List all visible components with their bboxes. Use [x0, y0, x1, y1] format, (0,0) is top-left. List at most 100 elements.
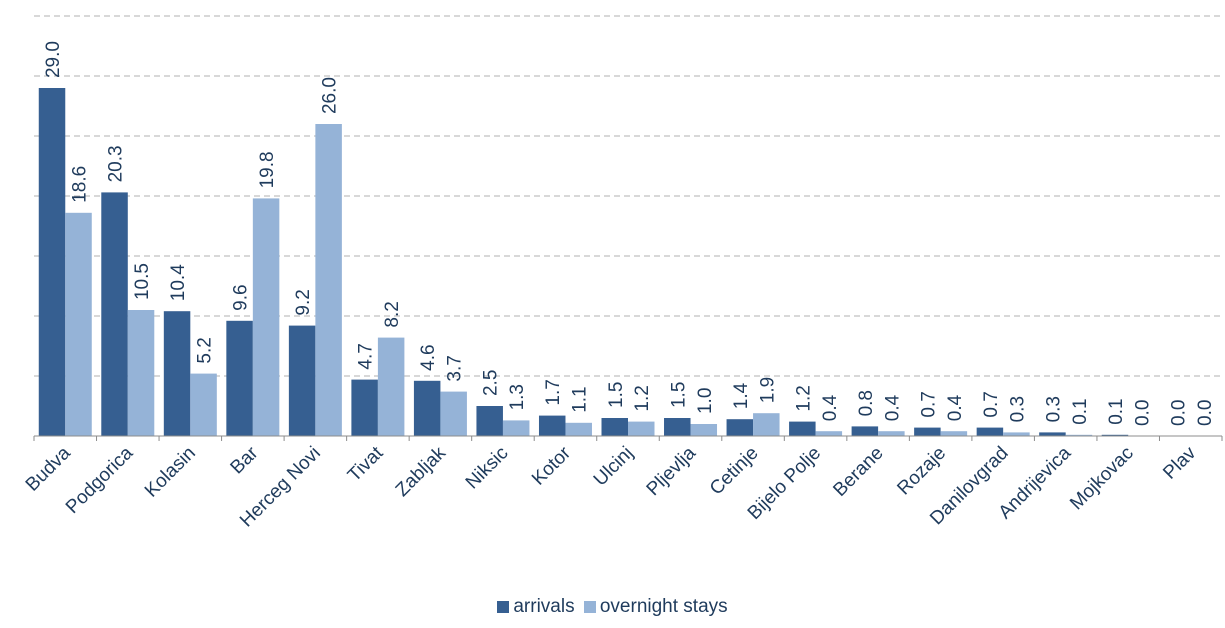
- data-label-arrivals-pljevlja: 1.5: [668, 382, 689, 408]
- data-label-arrivals-bijelo-polje: 1.2: [793, 385, 814, 411]
- x-tick-label-tivat: Tivat: [344, 442, 388, 486]
- data-label-arrivals-rozaje: 0.7: [918, 391, 939, 417]
- x-tick-label-pljevlja: Pljevlja: [643, 442, 701, 500]
- data-label-overnight-stays-kolasin: 5.2: [195, 337, 216, 363]
- x-tick-label-ulcinj: Ulcinj: [590, 443, 638, 491]
- bar-arrivals-mojkovac: [1101, 434, 1129, 436]
- data-label-arrivals-kotor: 1.7: [543, 379, 564, 405]
- data-label-arrivals-zabljak: 4.6: [418, 344, 439, 370]
- data-label-overnight-stays-tivat: 8.2: [382, 301, 403, 327]
- bar-arrivals-andrijevica: [1039, 432, 1066, 436]
- bar-overnight-stays-budva: [65, 212, 92, 436]
- bar-overnight-stays-herceg-novi: [315, 124, 342, 436]
- legend: arrivals overnight stays: [0, 596, 1225, 619]
- x-tick-label-zabljak: Zabljak: [392, 442, 451, 501]
- data-label-overnight-stays-danilovgrad: 0.3: [1007, 396, 1028, 422]
- bar-overnight-stays-bijelo-polje: [815, 431, 843, 436]
- data-label-arrivals-berane: 0.8: [856, 390, 877, 416]
- data-labels: 29.020.310.4 9.6 9.24.7 4.62.5 1.7 1.5 1.5 1.4 1…: [43, 41, 1216, 426]
- bar-arrivals-herceg-novi: [288, 325, 316, 436]
- legend-item-overnight-stays: overnight stays: [583, 596, 728, 618]
- data-label-overnight-stays-pljevlja: 1.0: [695, 388, 716, 414]
- bar-overnight-stays-podgorica: [127, 310, 155, 436]
- legend-label-overnight-stays: overnight stays: [599, 596, 728, 617]
- bar-arrivals-bijelo-polje: [789, 421, 816, 436]
- x-tick-label-plav: Plav: [1159, 442, 1200, 483]
- data-label-overnight-stays-podgorica: 10.5: [132, 263, 153, 300]
- data-label-arrivals-plav: 0.0: [1168, 400, 1189, 426]
- data-label-arrivals-tivat: 4.7: [356, 343, 377, 369]
- x-tick-label-budva: Budva: [22, 442, 75, 495]
- legend-item-arrivals: arrivals: [497, 596, 575, 618]
- bar-arrivals-kotor: [538, 415, 566, 436]
- bar-arrivals-zabljak: [413, 380, 441, 436]
- bar-overnight-stays-bar: [252, 198, 280, 436]
- x-tick-label-podgorica: Podgorica: [62, 442, 138, 518]
- data-label-arrivals-danilovgrad: 0.7: [981, 391, 1002, 417]
- legend-swatch-arrivals: [497, 601, 510, 613]
- data-label-arrivals-kolasin: 10.4: [168, 264, 189, 301]
- bar-overnight-stays-pljevlja: [690, 424, 718, 436]
- x-tick-label-rozaje: Rozaje: [893, 443, 950, 500]
- data-label-arrivals-podgorica: 20.3: [106, 145, 127, 182]
- data-label-overnight-stays-niksic: 1.3: [507, 384, 528, 410]
- bar-arrivals-cetinje: [726, 419, 754, 436]
- legend-label-arrivals: arrivals: [513, 596, 575, 617]
- data-label-arrivals-ulcinj: 1.5: [606, 382, 627, 408]
- bar-arrivals-danilovgrad: [976, 427, 1004, 436]
- bar-overnight-stays-rozaje: [940, 431, 968, 436]
- bar-overnight-stays-kolasin: [190, 373, 217, 436]
- bar-overnight-stays-kotor: [565, 422, 592, 436]
- data-label-overnight-stays-rozaje: 0.4: [945, 394, 966, 421]
- x-tick-label-bar: Bar: [227, 442, 263, 478]
- data-label-arrivals-budva: 29.0: [43, 41, 64, 78]
- legend-swatch-overnight-stays: [583, 601, 596, 613]
- bar-arrivals-kolasin: [163, 311, 191, 436]
- data-label-overnight-stays-herceg-novi: 26.0: [320, 77, 341, 114]
- x-tick-label-kotor: Kotor: [528, 442, 575, 489]
- data-label-arrivals-bar: 9.6: [231, 284, 252, 310]
- data-label-overnight-stays-andrijevica: 0.1: [1070, 398, 1091, 424]
- data-label-overnight-stays-cetinje: 1.9: [757, 377, 778, 403]
- x-tick-label-mojkovac: Mojkovac: [1066, 443, 1138, 515]
- x-tick-label-kolasin: Kolasin: [141, 443, 200, 502]
- bar-arrivals-berane: [851, 426, 879, 436]
- bar-overnight-stays-tivat: [377, 337, 405, 436]
- data-label-overnight-stays-ulcinj: 1.2: [632, 385, 653, 411]
- data-label-overnight-stays-kotor: 1.1: [570, 386, 591, 412]
- data-label-arrivals-andrijevica: 0.3: [1043, 396, 1064, 422]
- x-tick-label-berane: Berane: [829, 443, 887, 501]
- bar-arrivals-niksic: [476, 406, 503, 436]
- bars: [38, 88, 1129, 436]
- x-tick-label-niksic: Niksic: [462, 443, 513, 494]
- data-label-arrivals-cetinje: 1.4: [731, 382, 752, 409]
- bar-overnight-stays-cetinje: [753, 413, 780, 436]
- data-label-overnight-stays-mojkovac: 0.0: [1132, 400, 1153, 426]
- data-label-overnight-stays-plav: 0.0: [1195, 400, 1216, 426]
- data-label-overnight-stays-bar: 19.8: [257, 151, 278, 188]
- bar-arrivals-tivat: [351, 379, 378, 436]
- bar-overnight-stays-zabljak: [440, 391, 467, 436]
- bar-arrivals-rozaje: [914, 427, 941, 436]
- gridlines: [34, 15, 1222, 377]
- bar-arrivals-pljevlja: [664, 418, 691, 436]
- data-label-overnight-stays-berane: 0.4: [882, 394, 903, 421]
- bar-arrivals-ulcinj: [601, 418, 628, 436]
- data-label-overnight-stays-budva: 18.6: [70, 166, 91, 203]
- data-label-overnight-stays-bijelo-polje: 0.4: [820, 394, 841, 421]
- bar-overnight-stays-niksic: [502, 420, 530, 436]
- x-tick-label-cetinje: Cetinje: [706, 443, 763, 500]
- bar-arrivals-budva: [38, 88, 66, 436]
- bar-overnight-stays-berane: [878, 431, 905, 436]
- bar-arrivals-podgorica: [101, 192, 128, 436]
- data-label-overnight-stays-zabljak: 3.7: [445, 355, 466, 381]
- bar-overnight-stays-ulcinj: [628, 421, 655, 436]
- data-label-arrivals-mojkovac: 0.1: [1106, 398, 1127, 424]
- bar-overnight-stays-danilovgrad: [1003, 432, 1030, 436]
- data-label-arrivals-herceg-novi: 9.2: [293, 289, 314, 315]
- bar-arrivals-bar: [226, 320, 253, 436]
- bar-overnight-stays-andrijevica: [1065, 434, 1093, 436]
